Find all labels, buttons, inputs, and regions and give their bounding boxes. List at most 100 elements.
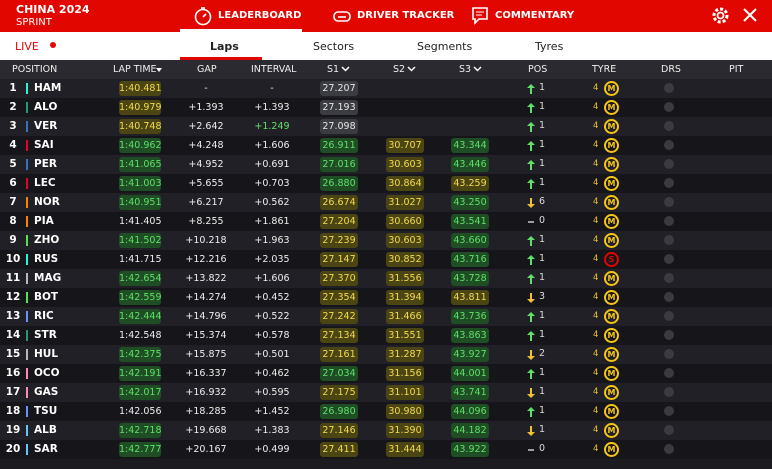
lap-time: 1:41.715 [119,254,162,265]
gap: +18.285 [185,406,227,417]
drs-indicator [664,121,674,131]
leaderboard-row[interactable]: 15 HUL 1:42.375 +15.875 +0.501 27.161 31.287 43… [0,345,772,364]
driver-code: GAS [34,386,59,398]
lap-time: 1:42.375 [119,347,162,362]
lap-time: 1:40.481 [119,81,162,96]
position-change: 1 [539,120,546,131]
position-change: 1 [539,82,546,93]
leaderboard-row[interactable]: 7 NOR 1:40.951 +6.217 +0.562 26.674 31.027 43.2… [0,193,772,212]
interval: +1.963 [254,235,290,246]
column-header[interactable]: S1 [327,64,340,75]
sector-time: 31.390 [386,423,424,438]
sector-time: 27.016 [320,157,358,172]
sector-time: 43.660 [451,233,489,248]
sector-time: 27.370 [320,271,358,286]
leaderboard-row[interactable]: 20 SAR 1:42.777 +20.167 +0.499 27.411 31.444 43… [0,440,772,459]
leaderboard-row[interactable]: 5 PER 1:41.065 +4.952 +0.691 27.016 30.603 43.4… [0,155,772,174]
drs-indicator [664,406,674,416]
sector-time: 27.207 [320,81,358,96]
column-header[interactable]: S3 [459,64,472,75]
sector-time: 30.980 [386,404,424,419]
tyre-compound: M [604,81,619,96]
leaderboard-row[interactable]: 6 LEC 1:41.003 +5.655 +0.703 26.880 30.864 43.2… [0,174,772,193]
position-change: 2 [539,348,546,359]
driver-code: LEC [34,177,56,189]
interval: +0.578 [254,330,290,341]
tyre-compound: M [604,347,619,362]
position-change: 1 [539,329,546,340]
leaderboard-row[interactable]: 4 SAI 1:40.962 +4.248 +1.606 26.911 30.707 43.3… [0,136,772,155]
leaderboard-row[interactable]: 11 MAG 1:42.654 +13.822 +1.606 27.370 31.556 43… [0,269,772,288]
leaderboard-row[interactable]: 16 OCO 1:42.191 +16.337 +0.462 27.034 31.156 44… [0,364,772,383]
position: 9 [9,234,17,246]
lap-time: 1:42.017 [119,385,162,400]
lap-time: 1:41.405 [119,216,162,227]
settings-button[interactable] [710,5,731,26]
sub-tab[interactable]: Sectors [313,40,355,53]
position: 20 [5,443,21,455]
leaderboard-row[interactable]: 10 RUS 1:41.715 +12.216 +2.035 27.147 30.852 43… [0,250,772,269]
leaderboard-row[interactable]: 17 GAS 1:42.017 +16.932 +0.595 27.175 31.101 43… [0,383,772,402]
lap-time: 1:42.718 [119,423,162,438]
tyre-compound: M [604,157,619,172]
leaderboard-row[interactable]: 1 HAM 1:40.481 - - 27.207 1 4 M [0,79,772,98]
leaderboard-row[interactable]: 12 BOT 1:42.559 +14.274 +0.452 27.354 31.394 43… [0,288,772,307]
position-change-icon [527,160,535,170]
tab[interactable]: COMMENTARY [495,10,575,21]
position: 13 [5,310,21,322]
close-button[interactable] [742,7,758,23]
sector-time: 31.101 [386,385,424,400]
sub-tab[interactable]: Segments [417,40,473,53]
sector-time: 44.001 [451,366,489,381]
position: 11 [5,272,21,284]
gap: +15.374 [185,330,227,341]
drs-indicator [664,83,674,93]
column-header[interactable]: GAP [197,64,217,75]
tab[interactable]: LEADERBOARD [218,10,302,21]
leaderboard-row[interactable]: 3 VER 1:40.748 +2.642 +1.249 27.098 1 4 M [0,117,772,136]
team-bar [26,311,28,322]
leaderboard-row[interactable]: 19 ALB 1:42.718 +19.668 +1.383 27.146 31.390 44… [0,421,772,440]
leaderboard-row[interactable]: 2 ALO 1:40.979 +1.393 +1.393 27.193 1 4 M [0,98,772,117]
team-bar [26,83,28,94]
tyre-laps: 4 [593,197,599,207]
sector-time: 27.161 [320,347,358,362]
tab[interactable]: DRIVER TRACKER [357,10,455,21]
driver-code: ALO [34,101,58,113]
team-bar [26,254,28,265]
column-header[interactable]: S2 [393,64,406,75]
position: 19 [5,424,21,436]
drs-indicator [664,368,674,378]
column-header[interactable]: INTERVAL [251,64,297,75]
position-change: 1 [539,253,546,264]
leaderboard-row[interactable]: 8 PIA 1:41.405 +8.255 +1.861 27.204 30.660 43.5… [0,212,772,231]
position-change: 0 [539,443,546,454]
sector-time: 31.551 [386,328,424,343]
sub-tab[interactable]: Tyres [535,40,564,53]
lap-time: 1:41.502 [119,233,162,248]
sub-tab[interactable]: Laps [210,40,239,53]
column-header[interactable]: LAP TIME [113,64,157,75]
position-change-icon [527,141,535,151]
leaderboard-row[interactable]: 13 RIC 1:42.444 +14.796 +0.522 27.242 31.466 43… [0,307,772,326]
gap: +1.393 [188,102,224,113]
comment-icon [472,7,488,25]
drs-indicator [664,254,674,264]
lap-time: 1:40.748 [119,119,162,134]
drs-indicator [664,102,674,112]
leaderboard-row[interactable]: 9 ZHO 1:41.502 +10.218 +1.963 27.239 30.603 43.… [0,231,772,250]
sector-time: 44.182 [451,423,489,438]
lap-time: 1:42.191 [119,366,162,381]
sector-time: 26.674 [320,195,358,210]
team-bar [26,330,28,341]
leaderboard-row[interactable]: 14 STR 1:42.548 +15.374 +0.578 27.134 31.551 43… [0,326,772,345]
driver-code: PER [34,158,57,170]
gap: +13.822 [185,273,227,284]
interval: +2.035 [254,254,290,265]
sector-time: 31.394 [386,290,424,305]
sector-time: 43.446 [451,157,489,172]
leaderboard-row[interactable]: 18 TSU 1:42.056 +18.285 +1.452 26.980 30.980 44… [0,402,772,421]
drs-indicator [664,216,674,226]
tyre-compound: S [604,252,619,267]
